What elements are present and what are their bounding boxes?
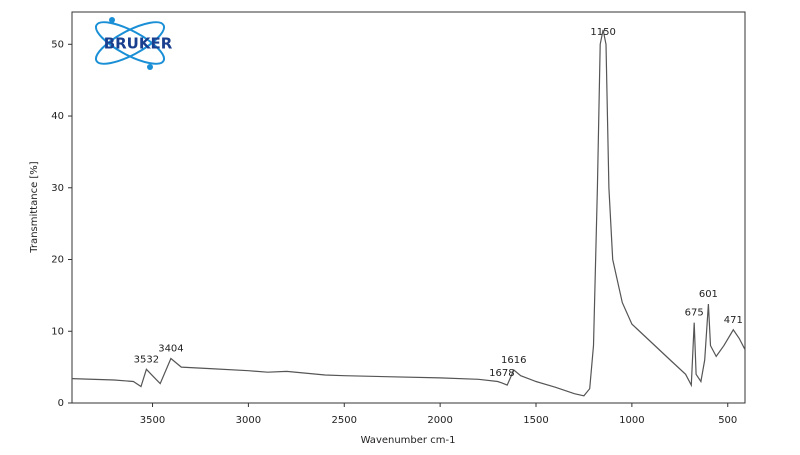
y-tick-label: 20 [51, 255, 64, 266]
peak-label: 1678 [489, 368, 514, 379]
x-axis-label: Wavenumber cm-1 [361, 435, 456, 446]
x-tick-label: 2500 [332, 415, 357, 426]
y-tick-label: 0 [58, 398, 64, 409]
y-tick-label: 30 [51, 183, 64, 194]
y-tick-label: 10 [51, 326, 64, 337]
logo: BRUKER [94, 17, 173, 70]
peak-label: 675 [685, 308, 704, 319]
peak-label: 601 [699, 289, 718, 300]
x-tick-label: 1000 [619, 415, 644, 426]
x-tick-label: 2000 [427, 415, 452, 426]
y-tick-label: 40 [51, 111, 64, 122]
peak-label: 3404 [158, 344, 183, 355]
x-tick-label: 500 [718, 415, 737, 426]
x-tick-label: 3500 [140, 415, 165, 426]
y-axis-label: Transmittance [%] [29, 161, 40, 253]
peak-label: 1150 [590, 27, 615, 38]
peak-label: 471 [724, 315, 743, 326]
x-tick-label: 1500 [523, 415, 548, 426]
logo-text: BRUKER [104, 35, 173, 53]
peak-label: 3532 [134, 354, 159, 365]
peak-label: 1616 [501, 355, 526, 366]
plot-frame [71, 11, 746, 404]
x-tick-label: 3000 [236, 415, 261, 426]
spectrum-line [71, 29, 746, 397]
y-tick-label: 50 [51, 39, 64, 50]
